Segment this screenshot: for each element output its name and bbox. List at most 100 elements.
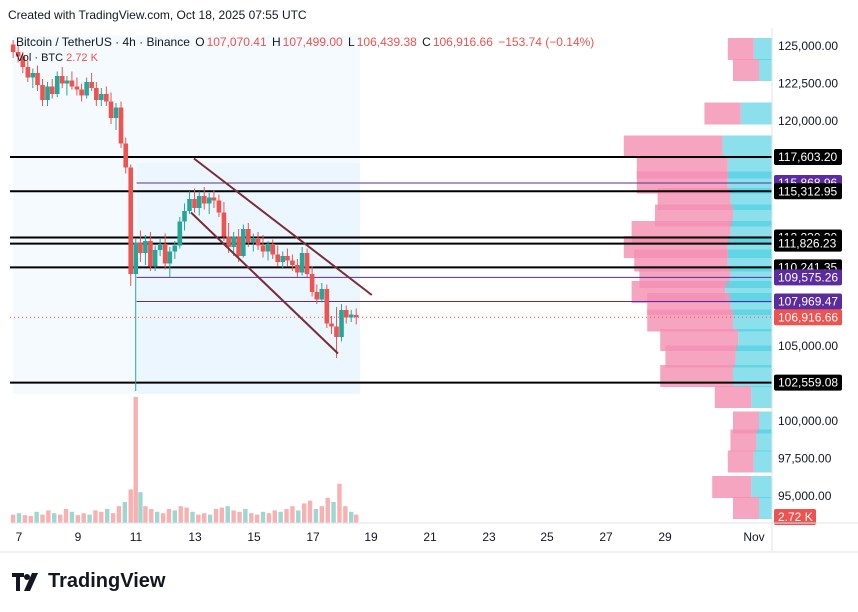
time-axis-tick: 27 [599, 530, 613, 544]
candle-body [339, 310, 344, 337]
volume-bar [331, 502, 336, 523]
candle-body [260, 245, 266, 252]
volume-bar [349, 511, 354, 523]
candle-body [314, 292, 320, 300]
volume-profile-up-bar [735, 345, 772, 368]
volume-bar [10, 514, 16, 523]
volume-profile-up-bar [733, 365, 772, 387]
volume-profile-down-bar [733, 411, 759, 434]
candle-body [69, 80, 75, 87]
volume-value: 2.72 K [66, 52, 98, 64]
candle-body [94, 88, 99, 100]
volume-bar [343, 506, 348, 523]
candle-body [226, 236, 231, 247]
price-level-label: 107,969.47 [778, 294, 838, 308]
volume-bar [154, 511, 160, 523]
high-label: H [271, 35, 281, 49]
candle-body [295, 265, 300, 273]
candle-body [167, 251, 173, 264]
close-label: C [422, 35, 431, 49]
candle-body [113, 107, 119, 118]
volume-bar [296, 510, 301, 523]
candle-body [319, 289, 325, 300]
price-level-label: 115,312.95 [778, 184, 837, 198]
volume-label[interactable]: Vol · BTC [16, 52, 64, 64]
price-level-label-bg [774, 293, 842, 310]
price-level-label: 102,559.08 [778, 376, 838, 390]
shaded-range [136, 163, 361, 394]
volume-profile-up-bar [722, 135, 772, 158]
volume-bar [231, 510, 236, 523]
volume-bar [190, 511, 195, 523]
candle-body [324, 289, 330, 324]
price-axis-tick: 105,000.00 [778, 339, 838, 353]
candle-body [74, 86, 80, 90]
volume-bar [202, 513, 207, 523]
volume-profile-down-bar [704, 102, 741, 125]
volume-bar [116, 506, 122, 523]
candle-body [148, 241, 153, 267]
candle-body [285, 256, 290, 261]
volume-bar [143, 506, 148, 523]
candle-body [211, 197, 217, 201]
candle-body [152, 250, 158, 267]
candle-body [157, 244, 163, 250]
volume-bar [105, 509, 110, 523]
time-axis-tick: 17 [306, 530, 320, 544]
volume-axis-label: 2.72 K [778, 510, 813, 524]
high-value: 107,499.00 [282, 35, 343, 49]
volume-bar [75, 515, 80, 523]
volume-bar [290, 506, 295, 523]
volume-profile-down-bar [727, 450, 754, 473]
price-level-label-bg [774, 374, 842, 391]
candle-body [59, 76, 65, 84]
volume-bar [243, 509, 248, 523]
volume-bar [254, 514, 260, 523]
price-level-label-bg [774, 183, 842, 200]
volume-profile-up-bar [740, 102, 772, 125]
candle-body [128, 167, 134, 274]
volume-bar [213, 509, 219, 523]
candle-body [40, 85, 45, 100]
volume-bar [40, 514, 45, 523]
candle-body [25, 67, 31, 78]
time-axis-tick: 11 [130, 530, 143, 544]
channel-trendline [190, 211, 339, 355]
candle-body [182, 211, 187, 222]
price-level-label: 117,603.20 [778, 150, 837, 164]
volume-bar [99, 511, 104, 523]
volume-profile-up-bar [759, 59, 772, 81]
candle-body [79, 89, 84, 96]
candle-body [54, 76, 60, 94]
candle-body [251, 238, 256, 243]
price-level-label-bg [774, 309, 842, 326]
volume-bar [260, 511, 266, 523]
volume-profile-down-bar [733, 59, 759, 81]
open-value: 107,070.41 [206, 35, 267, 49]
candle-body [231, 236, 236, 247]
volume-bar [138, 492, 143, 523]
symbol-legend: Bitcoin / TetherUS · 4h · Binance O 107,0… [16, 35, 596, 49]
candle-body [10, 44, 16, 52]
time-axis-tick: 29 [658, 530, 672, 544]
volume-legend: Vol · BTC 2.72 K [16, 52, 98, 64]
price-level-label: 109,575.26 [778, 270, 838, 284]
volume-bar [178, 506, 183, 523]
price-level-label: 111,826.23 [778, 237, 837, 251]
volume-bar [237, 511, 242, 523]
created-with-header: Created with TradingView.com, Oct 18, 20… [8, 8, 307, 22]
volume-bar [87, 514, 92, 523]
candle-body [172, 245, 178, 252]
volume-profile-up-bar [759, 411, 772, 434]
volume-profile-up-bar [756, 429, 772, 452]
candle-body [275, 254, 281, 262]
candle-body [143, 241, 148, 253]
time-axis-tick: 9 [75, 530, 82, 544]
price-level-label: 106,916.66 [778, 310, 838, 324]
close-value: 106,916.66 [432, 35, 493, 49]
symbol-title[interactable]: Bitcoin / TetherUS · 4h · Binance [16, 35, 190, 49]
volume-bar [172, 510, 178, 523]
tradingview-logo-icon [12, 572, 38, 591]
price-level-label-bg [774, 148, 842, 165]
